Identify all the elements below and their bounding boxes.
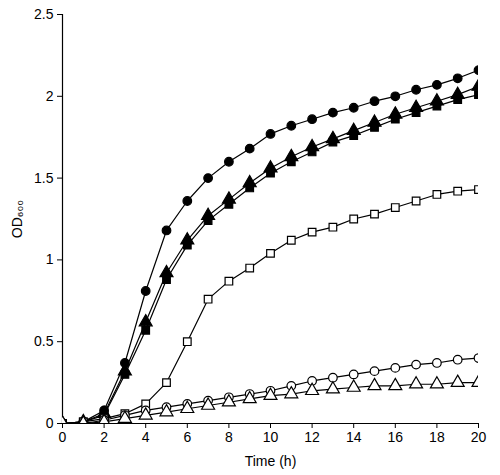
svg-text:8: 8 bbox=[225, 429, 233, 445]
svg-text:4: 4 bbox=[142, 429, 150, 445]
svg-text:18: 18 bbox=[429, 429, 445, 445]
svg-text:14: 14 bbox=[346, 429, 362, 445]
svg-text:Time (h): Time (h) bbox=[245, 453, 297, 469]
svg-text:20: 20 bbox=[471, 429, 487, 445]
svg-text:1.5: 1.5 bbox=[34, 170, 54, 186]
svg-text:16: 16 bbox=[388, 429, 404, 445]
svg-text:OD₆₀₀: OD₆₀₀ bbox=[9, 200, 25, 238]
svg-text:6: 6 bbox=[183, 429, 191, 445]
svg-text:2: 2 bbox=[46, 88, 54, 104]
svg-text:2.5: 2.5 bbox=[34, 6, 54, 22]
svg-text:10: 10 bbox=[263, 429, 279, 445]
svg-text:0: 0 bbox=[59, 429, 67, 445]
svg-text:12: 12 bbox=[304, 429, 320, 445]
svg-text:1: 1 bbox=[46, 251, 54, 267]
svg-text:0.5: 0.5 bbox=[34, 333, 54, 349]
svg-text:2: 2 bbox=[100, 429, 108, 445]
svg-text:0: 0 bbox=[46, 415, 54, 431]
